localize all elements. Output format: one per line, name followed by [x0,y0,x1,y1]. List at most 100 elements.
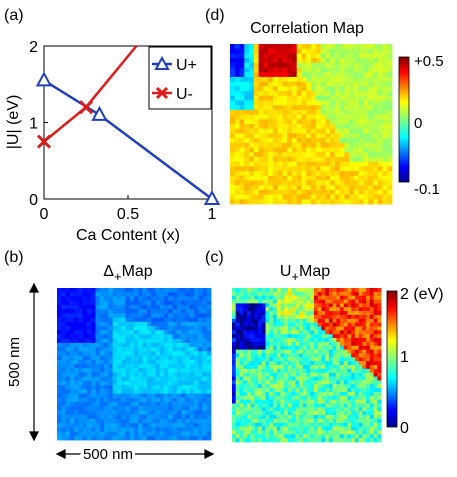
heatmap-cell [250,326,255,331]
heatmap-cell [268,156,274,163]
heatmap-cell [198,326,203,331]
heatmap-cell [291,133,298,139]
heatmap-cell [272,100,279,106]
heatmap-cell [134,317,139,323]
heatmap-cell [99,385,105,390]
heatmap-cell [325,322,330,327]
heatmap-cell [334,44,340,50]
heatmap-cell [263,95,269,101]
heatmap-cell [246,311,252,316]
heatmap-cell [121,393,126,399]
heatmap-cell [82,296,88,302]
heatmap-cell [353,53,360,59]
heatmap-cell [291,361,296,366]
heatmap-cell [112,402,118,407]
heatmap-cell [368,128,374,134]
heatmap-cell [244,180,250,186]
heatmap-cell [168,410,173,416]
legend-u-plus-label: U+ [176,57,197,74]
heatmap-cell [354,330,360,335]
heatmap-cell [302,357,307,362]
heatmap-cell [121,347,126,352]
heatmap-cell [134,355,139,361]
heatmap-cell [104,292,109,297]
heatmap-cell [280,411,285,416]
heatmap-cell [104,376,109,382]
heatmap-cell [272,426,278,431]
heatmap-cell [250,288,255,293]
scale-bar-horizontal [55,449,215,459]
heatmap-cell [310,368,315,374]
heatmap-cell [268,91,274,97]
heatmap-cell [332,403,337,408]
heatmap-cell [353,119,360,125]
heatmap-cell [99,321,105,327]
heatmap-cell [320,48,326,54]
heatmap-cell [172,330,178,335]
heatmap-cell [299,415,304,420]
heatmap-cell [291,307,296,312]
heatmap-cell [181,300,186,306]
heatmap-cell [377,189,383,195]
heatmap-cell [306,314,311,320]
heatmap-cell [317,365,322,370]
heatmap-cell [246,415,252,420]
heatmap-cell [125,364,131,369]
heatmap-cell [328,334,333,339]
heatmap-cell [382,119,388,125]
heatmap-cell [116,368,122,373]
heatmap-cell [91,309,96,314]
heatmap-cell [108,368,114,373]
heatmap-cell [268,81,274,87]
heatmap-cell [61,427,66,432]
heatmap-cell [246,299,252,304]
heatmap-cell [232,288,237,293]
heatmap-cell [99,364,105,369]
heatmap-cell [287,194,293,200]
heatmap-cell [202,385,208,390]
heatmap-cell [315,180,321,186]
heatmap-cell [99,313,105,318]
heatmap-cell [299,326,304,331]
heatmap-cell [232,314,237,320]
heatmap-cell [258,62,264,68]
heatmap-cell [340,353,345,358]
heatmap-cell [363,166,369,172]
heatmap-cell [91,326,96,331]
heatmap-cell [268,114,274,120]
heatmap-cell [310,353,315,358]
heatmap-cell [193,355,199,361]
heatmap-cell [155,418,161,424]
heatmap-cell [261,368,266,374]
heatmap-cell [159,296,165,302]
heatmap-cell [387,194,393,200]
heatmap-cell [336,395,341,401]
heatmap-cell [265,357,270,362]
heatmap-cell [315,156,321,163]
heatmap-cell [373,311,378,316]
heatmap-cell [317,422,322,427]
heatmap-cell [61,309,66,314]
heatmap-cell [368,114,374,120]
heatmap-cell [99,351,105,356]
heatmap-cell [239,407,244,412]
heatmap-cell [377,147,383,153]
heatmap-cell [332,380,337,385]
heatmap-cell [249,81,255,87]
heatmap-cell [369,365,374,370]
heatmap-cell [189,385,195,390]
heatmap-cell [138,317,143,323]
heatmap-cell [306,133,312,139]
heatmap-cell [349,44,355,50]
heatmap-cell [366,341,371,347]
heatmap-cell [296,91,302,97]
heatmap-cell [116,330,122,335]
heatmap-cell [368,189,374,195]
heatmap-cell [265,399,270,404]
heatmap-cell [142,376,148,382]
heatmap-cell [377,166,383,172]
heatmap-cell [306,407,311,412]
heatmap-cell [287,199,293,205]
heatmap-cell [291,142,298,148]
heatmap-cell [112,359,118,365]
